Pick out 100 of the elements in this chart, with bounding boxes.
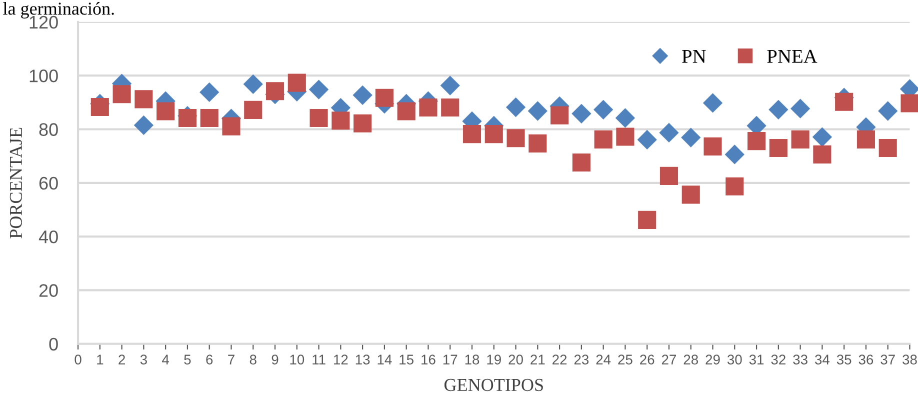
point <box>748 132 766 150</box>
x-tick-label: 19 <box>487 354 501 364</box>
x-tick-label: 14 <box>378 354 392 364</box>
x-tick-label: 35 <box>836 354 852 364</box>
x-tick-label: 21 <box>530 354 545 364</box>
x-tick-label: 28 <box>684 354 698 364</box>
x-tick-label: 11 <box>312 354 326 364</box>
legend-label: PNEA <box>767 50 818 63</box>
x-tick-label: 0 <box>74 354 82 364</box>
point <box>572 153 590 172</box>
x-tick-label: 2 <box>118 354 125 364</box>
point <box>200 108 218 128</box>
x-tick-label: 34 <box>814 354 830 364</box>
x-tick-label: 33 <box>793 354 808 364</box>
x-tick-label: 22 <box>552 354 567 364</box>
x-tick-label: 18 <box>465 354 480 364</box>
point <box>528 134 547 152</box>
point <box>200 82 219 102</box>
point <box>222 117 240 136</box>
point <box>244 74 263 94</box>
x-tick-label: 1 <box>97 354 104 364</box>
point <box>288 74 306 92</box>
point <box>856 130 875 148</box>
x-tick-label: 38 <box>902 354 917 364</box>
point <box>354 114 372 132</box>
point <box>659 123 679 142</box>
point <box>550 106 569 124</box>
x-tick-label: 26 <box>640 354 654 364</box>
point <box>878 101 898 121</box>
point <box>813 145 832 164</box>
point <box>900 94 918 112</box>
point <box>616 108 635 128</box>
point <box>638 130 657 150</box>
point <box>156 102 175 120</box>
x-tick-label: 23 <box>574 354 589 364</box>
point <box>397 102 416 120</box>
point <box>681 128 700 148</box>
x-tick-label: 17 <box>443 354 458 364</box>
point <box>375 88 394 107</box>
point <box>682 186 700 204</box>
x-axis-title: GENOTIPOS <box>444 378 543 392</box>
point <box>660 166 678 185</box>
x-tick-label: 16 <box>422 354 436 364</box>
x-tick-label: 6 <box>206 354 213 364</box>
point <box>594 100 613 120</box>
point <box>462 125 482 144</box>
point <box>878 138 897 158</box>
x-tick-label: 29 <box>706 354 720 364</box>
x-tick-label: 31 <box>749 354 764 364</box>
x-tick-label: 12 <box>334 354 348 364</box>
point <box>134 90 153 108</box>
point <box>90 98 109 116</box>
x-tick-label: 7 <box>228 354 234 364</box>
legend-label: PN <box>682 50 706 63</box>
point <box>440 76 460 96</box>
y-tick-label: 20 <box>39 284 58 297</box>
point <box>309 80 328 100</box>
x-tick-label: 20 <box>508 354 523 364</box>
y-tick-label: 60 <box>39 176 58 190</box>
point <box>332 112 350 130</box>
y-axis-title: PORCENTAJE <box>10 128 22 238</box>
x-tick-label: 8 <box>250 354 256 364</box>
point <box>791 130 810 148</box>
point <box>704 137 722 156</box>
point <box>244 100 262 119</box>
point <box>310 108 328 128</box>
point <box>441 98 460 117</box>
point <box>812 127 832 147</box>
y-tick-label: 0 <box>49 338 58 351</box>
point <box>506 129 525 148</box>
x-tick-label: 4 <box>162 354 170 364</box>
point <box>353 86 372 105</box>
point <box>178 108 196 128</box>
x-tick-label: 25 <box>618 354 632 364</box>
y-tick-label: 80 <box>39 123 58 136</box>
x-tick-label: 24 <box>596 354 611 364</box>
point <box>768 100 788 120</box>
x-tick-label: 15 <box>400 354 414 364</box>
point <box>134 116 154 135</box>
point <box>506 98 526 117</box>
x-tick-label: 5 <box>184 354 191 364</box>
point <box>419 98 438 117</box>
x-tick-label: 9 <box>272 354 278 364</box>
point <box>594 130 612 148</box>
point <box>703 93 722 112</box>
point <box>616 128 634 146</box>
point <box>528 101 548 121</box>
x-tick-label: 37 <box>880 354 895 364</box>
point <box>484 125 503 144</box>
point <box>572 104 591 124</box>
x-tick-label: 32 <box>771 354 786 364</box>
point <box>112 85 131 104</box>
y-tick-label: 100 <box>30 70 58 82</box>
x-tick-label: 36 <box>858 354 874 364</box>
x-tick-label: 13 <box>356 354 370 364</box>
point <box>790 99 810 118</box>
x-tick-label: 10 <box>290 354 304 364</box>
point <box>638 210 656 229</box>
point <box>725 144 744 164</box>
point <box>769 138 788 158</box>
